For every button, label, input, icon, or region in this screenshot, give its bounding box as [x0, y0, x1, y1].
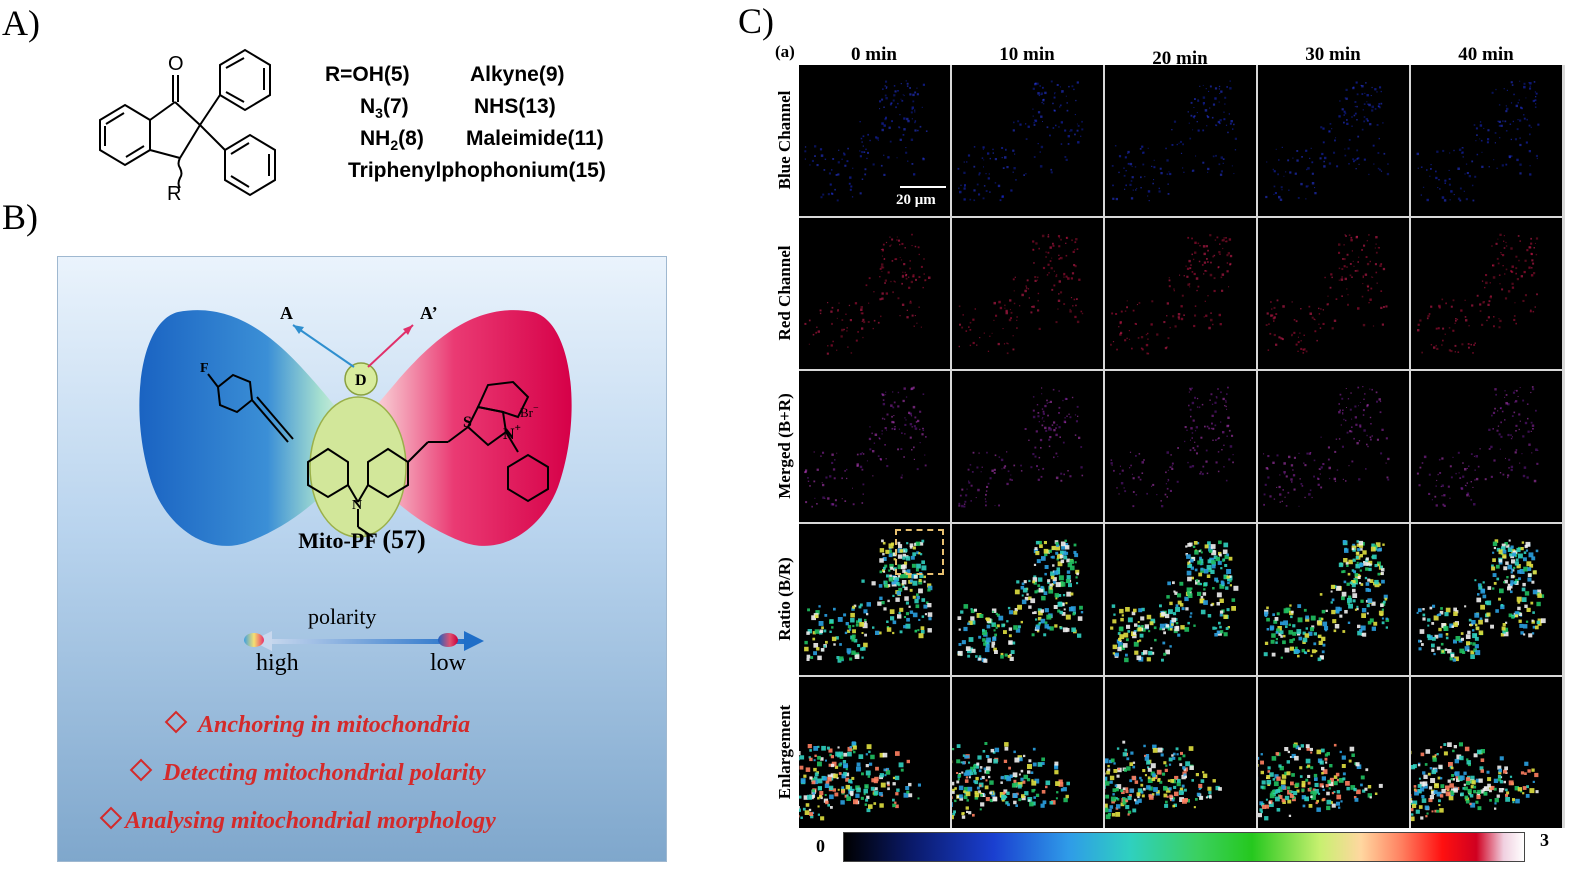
micrograph-tile [1258, 677, 1409, 828]
fluorine-label: F [200, 361, 209, 376]
micrograph-tile [1105, 677, 1256, 828]
substituent-nhs: NHS(13) [474, 95, 556, 118]
micrograph-tile [952, 371, 1103, 522]
acceptor-a-prime-label: A’ [420, 303, 438, 323]
feature-anchoring: Anchoring in mitochondria [164, 710, 470, 739]
polarity-high-label: high [256, 650, 299, 676]
bromide-label: Br− [520, 403, 539, 420]
micrograph-tile [1411, 218, 1562, 369]
colorbar-min: 0 [816, 836, 825, 856]
row-label-ratio: Ratio (B/R) [775, 557, 794, 641]
scale-bar-label: 20 μm [896, 192, 936, 208]
micrograph-tile [1258, 218, 1409, 369]
feature-detecting: Detecting mitochondrial polarity [129, 758, 486, 787]
micrograph-tile [1258, 524, 1409, 675]
row-label-blue: Blue Channel [775, 90, 794, 190]
probe-name: Mito-PF (57) [298, 525, 426, 554]
time-header-30: 30 min [1305, 44, 1361, 65]
micrograph-tile [1105, 371, 1256, 522]
feature-analysing: Analysing mitochondrial morphology [99, 806, 496, 835]
row-label-merged: Merged (B+R) [775, 393, 794, 499]
micrograph-tile [1105, 524, 1256, 675]
micrograph-tile [1411, 677, 1562, 828]
r-group-atom: R [167, 183, 181, 205]
scale-bar [900, 186, 946, 188]
micrograph-tile [1411, 65, 1562, 216]
polarity-title: polarity [308, 604, 377, 629]
sulfur-label: S [463, 414, 472, 431]
colorbar [843, 832, 1525, 862]
acceptor-a-label: A [280, 303, 293, 323]
micrograph-tile [952, 218, 1103, 369]
micrograph-tile [952, 677, 1103, 828]
micrograph-tile [952, 524, 1103, 675]
micrograph-tile [799, 218, 950, 369]
polarity-low-label: low [430, 650, 466, 676]
panel-a-label: A) [2, 3, 40, 43]
micrograph-tile [1105, 65, 1256, 216]
indanone-structure: O R [99, 48, 276, 205]
micrograph-tile [799, 371, 950, 522]
substituent-amine: NH2(8) [360, 127, 424, 154]
micrograph-tile [1258, 371, 1409, 522]
micrograph-tile [799, 65, 950, 216]
colorbar-max: 3 [1540, 830, 1549, 850]
red-lobe [358, 310, 572, 546]
donor-label: D [355, 372, 367, 389]
sub-label-a: (a) [775, 42, 795, 61]
enlargement-region-box [895, 529, 944, 575]
time-header-10: 10 min [999, 44, 1055, 65]
micrograph-tile [1411, 371, 1562, 522]
substituent-oh: R=OH(5) [325, 63, 410, 86]
micrograph-tile [1411, 524, 1562, 675]
high-butterfly-icon [244, 633, 264, 647]
microscopy-grid [799, 65, 1565, 828]
micrograph-tile [952, 65, 1103, 216]
substituent-tpp: Triphenylphophonium(15) [348, 159, 606, 182]
substituent-maleimide: Maleimide(11) [466, 127, 604, 150]
time-header-40: 40 min [1458, 44, 1514, 65]
micrograph-tile [1105, 218, 1256, 369]
panel-b-label: B) [2, 197, 38, 237]
row-label-red: Red Channel [775, 245, 794, 341]
substituent-alkyne: Alkyne(9) [470, 63, 565, 86]
micrograph-tile [1258, 65, 1409, 216]
carbazole-core [309, 396, 407, 538]
probe-scheme-panel: A A’ D F S N+ Br− N Mito-PF (57) polarit… [57, 256, 667, 862]
butterfly-illustration: A A’ D F S N+ Br− N [139, 303, 572, 546]
row-label-enlargement: Enlargement [775, 704, 794, 800]
substituent-azide: N3(7) [360, 95, 409, 122]
oxygen-atom: O [168, 53, 184, 75]
micrograph-tile [799, 524, 950, 675]
low-butterfly-icon [438, 633, 458, 647]
time-header-20: 20 min [1152, 48, 1208, 69]
carbazole-n-label: N [352, 498, 362, 513]
nitrogen-label: N+ [503, 422, 521, 443]
time-header-0: 0 min [851, 44, 897, 65]
panel-c-label: C) [738, 1, 774, 41]
micrograph-tile [799, 677, 950, 828]
blue-lobe [139, 310, 353, 546]
